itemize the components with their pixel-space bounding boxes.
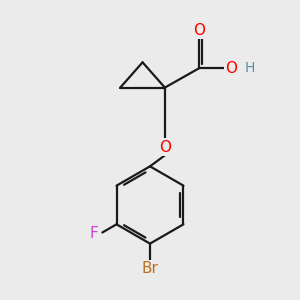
Text: H: H — [245, 61, 255, 75]
Text: O: O — [225, 61, 237, 76]
Text: Br: Br — [142, 261, 158, 276]
Text: F: F — [89, 226, 98, 242]
Text: O: O — [193, 23, 205, 38]
Text: O: O — [159, 140, 171, 154]
